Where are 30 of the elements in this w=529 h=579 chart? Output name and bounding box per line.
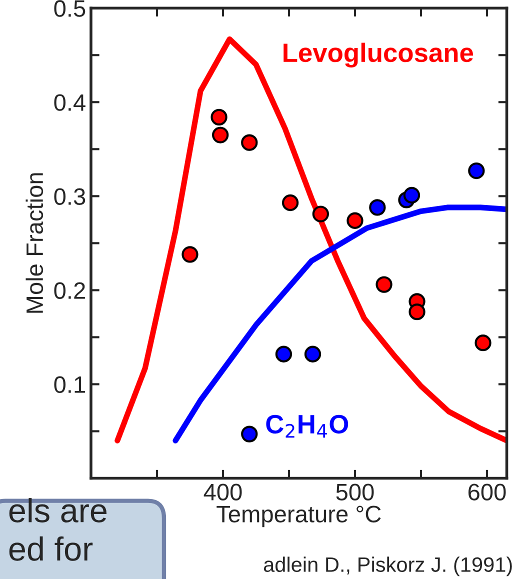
- point: [468, 162, 485, 180]
- point: [241, 134, 258, 151]
- point: [304, 346, 322, 362]
- point: [346, 212, 364, 229]
- text: adlein D., Piskorz J. (1991): [264, 556, 512, 576]
- point: [408, 303, 426, 320]
- point: [241, 426, 258, 442]
- point: [182, 246, 198, 263]
- point: [403, 186, 420, 204]
- point: [312, 206, 329, 222]
- series-label: Levoglucosane: [284, 42, 474, 68]
- y-axis-title: Mole Fraction: [26, 173, 44, 313]
- x-tick-label: 600: [468, 484, 506, 500]
- x-tick-label: 500: [336, 484, 374, 500]
- y-tick-label: 0.2: [54, 282, 85, 299]
- x-tick-label: 400: [204, 484, 242, 500]
- y-tick-label: 0.4: [54, 94, 86, 111]
- text: els are ed for: [9, 498, 107, 561]
- point: [210, 108, 228, 126]
- x-axis-title: Temperature °C: [216, 506, 381, 528]
- point: [212, 126, 229, 144]
- text: C$_{2}$H$_{4}$O: [266, 414, 348, 438]
- point: [376, 276, 392, 293]
- y-tick-label: 0.3: [54, 188, 86, 205]
- point: [275, 346, 292, 362]
- y-tick-label: 0.5: [54, 0, 86, 17]
- point: [282, 194, 299, 212]
- point: [369, 199, 386, 216]
- y-tick-label: 0.1: [54, 376, 85, 394]
- point: [474, 334, 492, 352]
